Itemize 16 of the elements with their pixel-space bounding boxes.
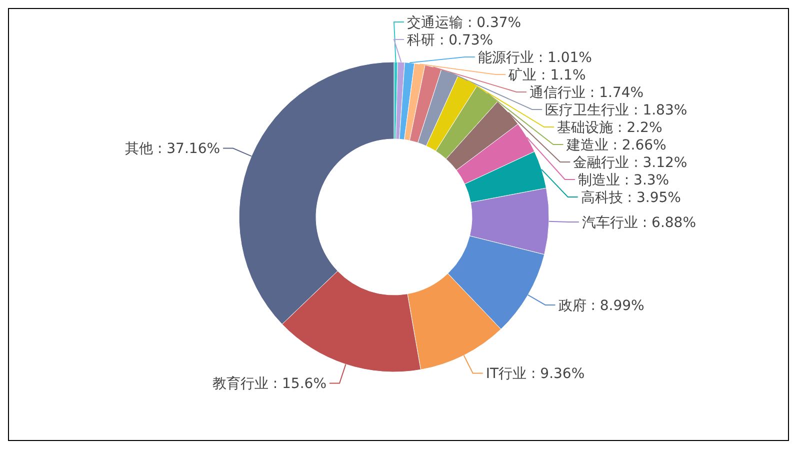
slice-label: 基础设施 : 2.2% (557, 120, 662, 136)
slice-label: 教育行业 : 15.6% (212, 375, 327, 392)
slice-label: 交通运输 : 0.37% (407, 14, 522, 31)
slice-label: 金融行业 : 3.12% (573, 154, 688, 171)
slice-label: 科研 : 0.73% (407, 32, 494, 48)
slice-label: 通信行业 : 1.74% (529, 84, 644, 101)
slice-label: 高科技 : 3.95% (580, 190, 681, 206)
slice-label: 建造业 : 2.66% (565, 137, 666, 154)
slice-label: 矿业 : 1.1% (508, 67, 586, 84)
slice-label: 政府 : 8.99% (558, 298, 644, 314)
slice-label: 汽车行业 : 6.88% (582, 214, 696, 231)
slice-label: 制造业 : 3.3% (578, 172, 670, 188)
slice-label: 能源行业 : 1.01% (478, 50, 592, 66)
slice-label: IT行业 : 9.36% (486, 366, 585, 382)
slice-label: 医疗卫生行业 : 1.83% (545, 102, 688, 118)
slice-label: 其他 : 37.16% (125, 141, 220, 158)
